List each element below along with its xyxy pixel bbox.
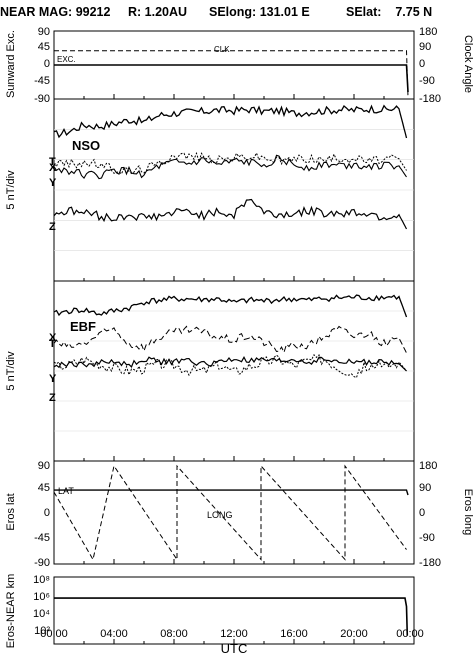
ytick-sunward-0: 0 [44, 58, 50, 70]
series-nso-t [53, 104, 408, 139]
xtick-3: 12:00 [220, 628, 248, 640]
ytick-lat-45: 45 [38, 482, 50, 494]
ytick-clock-m90: -90 [419, 75, 435, 87]
ylabel-eros-long: Eros long [462, 489, 474, 535]
series-clk [54, 50, 409, 98]
header-title: NEAR MAG: 99212 [0, 5, 110, 19]
series-ebf-3 [53, 356, 407, 372]
series-nso-x [53, 151, 407, 175]
ytick-dist-1e4: 10⁴ [33, 608, 50, 620]
label-nso: NSO [72, 138, 100, 153]
ytick-clock-180: 180 [419, 26, 437, 38]
ytick-lat-m45: -45 [34, 532, 50, 544]
ylabel-eros-lat: Eros lat [5, 493, 17, 530]
label-ebf-z: Z [49, 392, 56, 404]
ytick-dist-1e2: 10² [34, 625, 50, 637]
ytick-clock-0: 0 [419, 58, 425, 70]
ytick-long-90: 90 [419, 482, 431, 494]
series-layer [53, 50, 409, 636]
label-nso-x: X [49, 162, 57, 174]
ytick-sunward-m90: -90 [34, 93, 50, 105]
label-long: LONG [207, 510, 233, 520]
xtick-2: 08:00 [160, 628, 188, 640]
ytick-clock-m180: -180 [419, 93, 441, 105]
ytick-long-0: 0 [419, 507, 425, 519]
header-selong: SElong: 131.01 E [209, 5, 310, 19]
series-eros-lat [54, 489, 409, 496]
label-clk: CLK [214, 45, 230, 54]
series-nso-y [53, 154, 407, 180]
ylabel-clock: Clock Angle [462, 35, 474, 93]
label-ebf-y: Y [49, 373, 57, 385]
series-ebf-0 [53, 294, 408, 318]
ytick-lat-m90: -90 [34, 557, 50, 569]
x-axis-label: UTC [221, 641, 248, 656]
label-nso-y: Y [49, 177, 57, 189]
ytick-clock-90: 90 [419, 41, 431, 53]
x-axis-ticks [53, 94, 415, 644]
ylabel-nso: 5 nT/div [5, 170, 17, 210]
ytick-sunward-45: 45 [38, 41, 50, 53]
label-nso-z: Z [49, 221, 56, 233]
label-ebf-t: T [49, 338, 56, 350]
label-ebf: EBF [70, 319, 96, 334]
ytick-long-m180: -180 [419, 557, 441, 569]
ytick-lat-90: 90 [38, 460, 50, 472]
ytick-lat-0: 0 [44, 507, 50, 519]
series-nso-z [53, 198, 408, 230]
xtick-4: 16:00 [280, 628, 308, 640]
series-eros-long [53, 464, 407, 562]
div-gridlines [54, 129, 414, 432]
label-nso-t: T [49, 156, 56, 168]
series-exc [54, 64, 409, 93]
header-selat: SElat: 7.75 N [346, 5, 432, 19]
xtick-0: 00:00 [40, 628, 68, 640]
ytick-dist-1e8: 10⁸ [33, 574, 50, 586]
ylabel-sunward: Sunward Exc. [5, 30, 17, 98]
xtick-6: 00:00 [396, 628, 424, 640]
header-distance: R: 1.20AU [128, 5, 187, 19]
series-eros-near-distance [54, 597, 409, 636]
label-ebf-x: X [49, 332, 57, 344]
label-exc: EXC. [57, 55, 76, 64]
xtick-5: 20:00 [340, 628, 368, 640]
panel-eros-frame [53, 460, 415, 565]
ytick-long-m90: -90 [419, 532, 435, 544]
ytick-long-180: 180 [419, 460, 437, 472]
label-lat: LAT [58, 486, 74, 496]
series-ebf-2 [53, 353, 407, 379]
series-ebf-1 [53, 325, 407, 354]
ytick-dist-1e6: 10⁶ [33, 591, 50, 603]
ylabel-ebf: 5 nT/div [5, 351, 17, 391]
xtick-1: 04:00 [100, 628, 128, 640]
ytick-sunward-m45: -45 [34, 75, 50, 87]
ylabel-distance: Eros-NEAR km [5, 574, 17, 649]
ytick-sunward-90: 90 [38, 26, 50, 38]
